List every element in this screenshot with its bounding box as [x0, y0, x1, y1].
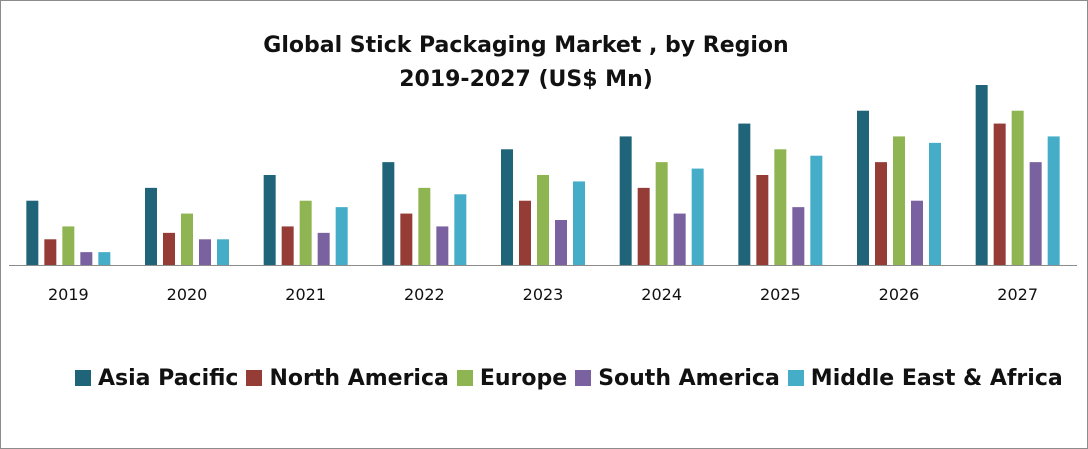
bar-2019-2 [62, 226, 75, 265]
bar-chart-plot: 2019 2020 2021 2022 2023 2024 2025 2026 2027 [9, 85, 1077, 304]
x-tick-label: 2022 [404, 285, 445, 304]
legend-label: Europe [479, 365, 568, 391]
legend-swatch [456, 370, 473, 386]
x-tick-label: 2026 [879, 285, 920, 304]
legend-label: Middle East & Africa [810, 365, 1063, 391]
bar-2022-2 [418, 187, 431, 265]
chart-title: Global Stick Packaging Market , by Regio… [263, 33, 789, 58]
chart-subtitle: 2019-2027 (US$ Mn) [399, 67, 653, 92]
bar-2025-0 [738, 123, 751, 265]
legend-item: Asia Pacific [75, 366, 238, 391]
bar-2023-0 [501, 149, 513, 265]
bar-2027-1 [993, 123, 1006, 265]
bar-2024-3 [673, 213, 686, 265]
bar-2019-3 [80, 252, 93, 265]
x-tick-label: 2027 [997, 285, 1038, 304]
legend-label: Asia Pacific [98, 365, 239, 391]
bar-2026-2 [893, 136, 905, 265]
legend-label: North America [269, 365, 449, 391]
x-tick-label: 2019 [48, 285, 89, 304]
legend-swatch [246, 370, 263, 386]
x-tick-label: 2021 [285, 285, 326, 304]
bar-2023-3 [555, 220, 567, 265]
bar-2019-1 [44, 239, 57, 265]
legend-swatch [575, 370, 592, 386]
bar-2022-3 [436, 226, 449, 265]
legend-swatch [75, 370, 91, 386]
bar-2023-2 [537, 175, 549, 265]
bar-2021-0 [263, 175, 276, 265]
bar-2021-2 [299, 200, 312, 265]
bar-2019-4 [98, 252, 111, 265]
x-tick-label: 2023 [523, 285, 564, 304]
x-tick-label: 2025 [760, 285, 801, 304]
bar-2025-3 [792, 207, 805, 265]
bar-2021-3 [317, 232, 330, 265]
legend-item: Middle East & Africa [787, 365, 1063, 391]
bar-2026-4 [929, 142, 941, 265]
bar-2022-1 [400, 213, 413, 265]
bar-2024-4 [691, 168, 704, 265]
bar-2024-1 [637, 187, 650, 265]
bar-2027-0 [975, 85, 988, 265]
bar-2021-4 [335, 207, 348, 265]
bar-2025-1 [756, 175, 769, 265]
bar-2019-0 [26, 200, 39, 265]
bar-2025-4 [810, 155, 823, 265]
legend-label: South America [598, 365, 780, 391]
bar-2020-2 [181, 213, 193, 265]
x-tick-label: 2020 [167, 285, 208, 304]
legend-item: North America [246, 365, 449, 391]
bar-2024-2 [655, 162, 668, 265]
chart-legend: Asia Pacific North America Europe South Ame… [75, 361, 1071, 395]
bar-2020-1 [163, 232, 175, 265]
bar-2024-0 [619, 136, 632, 265]
bar-2027-4 [1047, 136, 1060, 265]
legend-swatch [787, 370, 804, 386]
bar-2020-0 [145, 187, 157, 265]
legend-item: South America [575, 366, 780, 391]
bar-2027-3 [1029, 162, 1042, 265]
bar-2020-4 [217, 239, 229, 265]
bar-2023-4 [573, 181, 585, 265]
bar-2025-2 [774, 149, 787, 265]
bar-2026-1 [875, 162, 887, 265]
bar-2026-0 [857, 110, 869, 265]
bar-2023-1 [519, 200, 531, 265]
bar-2022-0 [382, 162, 395, 265]
bar-2021-1 [281, 226, 294, 265]
bar-2020-3 [199, 239, 211, 265]
x-tick-label: 2024 [641, 285, 682, 304]
bar-2027-2 [1011, 110, 1024, 265]
bar-2026-3 [911, 200, 923, 265]
bar-2022-4 [454, 194, 467, 265]
legend-item: Europe [456, 365, 568, 391]
